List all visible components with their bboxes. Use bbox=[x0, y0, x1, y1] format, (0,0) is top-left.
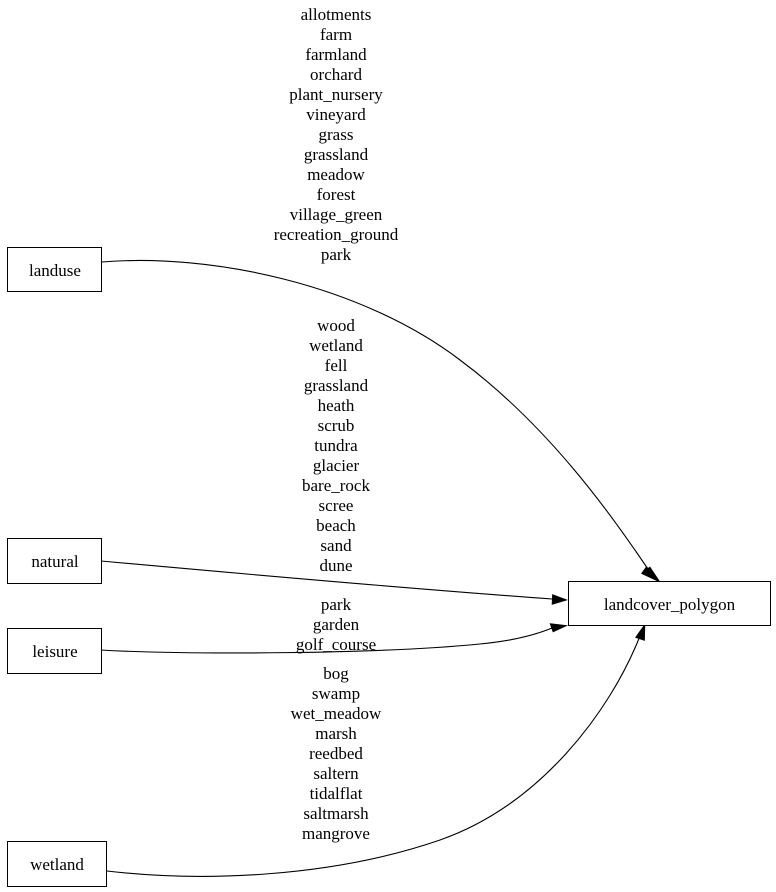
edge-label-value: saltmarsh bbox=[303, 804, 369, 823]
edge-label-value: farm bbox=[320, 25, 352, 44]
edge-natural-to-landcover-polygon bbox=[100, 560, 568, 605]
edge-label-value: village_green bbox=[290, 205, 383, 224]
edge-label-value: park bbox=[321, 595, 352, 614]
node-wetland-box[interactable] bbox=[7, 841, 107, 887]
edge-leisure-to-landcover-polygon bbox=[99, 623, 569, 654]
edge-label-group-wetland: bogswampwet_meadowmarshreedbedsalterntid… bbox=[291, 664, 382, 843]
node-natural[interactable]: natural bbox=[7, 538, 102, 584]
node-landcover-polygon[interactable]: landcover_polygon bbox=[568, 581, 771, 626]
edge-label-value: heath bbox=[318, 396, 355, 415]
arrowhead-wetland bbox=[635, 623, 646, 641]
node-landuse-box[interactable] bbox=[7, 247, 102, 292]
edge-label-value: grassland bbox=[304, 376, 369, 395]
edge-label-value: marsh bbox=[315, 724, 357, 743]
edge-wetland-to-landcover-polygon bbox=[106, 623, 646, 877]
edge-label-value: bog bbox=[323, 664, 349, 683]
node-wetland[interactable]: wetland bbox=[7, 841, 107, 887]
edge-label-value: scrub bbox=[318, 416, 355, 435]
node-landuse-label: landuse bbox=[29, 261, 81, 280]
edge-label-value: farmland bbox=[305, 45, 367, 64]
edge-path-natural bbox=[100, 560, 553, 600]
edge-label-value: mangrove bbox=[302, 824, 370, 843]
arrowhead-landuse-fill bbox=[641, 566, 659, 582]
edge-label-value: wood bbox=[317, 316, 355, 335]
edge-label-value: wetland bbox=[309, 336, 363, 355]
edge-label-value: plant_nursery bbox=[289, 85, 383, 104]
edge-landuse-to-landcover-polygon bbox=[101, 259, 661, 583]
edge-label-value: allotments bbox=[301, 5, 372, 24]
edge-label-value: bare_rock bbox=[302, 476, 370, 495]
edge-path-landuse bbox=[101, 259, 651, 573]
edge-label-value: tidalflat bbox=[310, 784, 363, 803]
arrowhead-leisure bbox=[549, 623, 569, 633]
edge-label-value: garden bbox=[313, 615, 360, 634]
edge-label-value: beach bbox=[316, 516, 356, 535]
arrowhead-natural bbox=[551, 594, 568, 605]
edge-label-value: swamp bbox=[312, 684, 360, 703]
node-wetland-label: wetland bbox=[30, 855, 84, 874]
node-landcover-polygon-label: landcover_polygon bbox=[604, 595, 736, 614]
node-landuse[interactable]: landuse bbox=[7, 247, 102, 292]
edge-label-value: sand bbox=[320, 536, 352, 555]
edge-label-value: grassland bbox=[304, 145, 369, 164]
edge-label-value: fell bbox=[325, 356, 348, 375]
edge-label-value: dune bbox=[319, 556, 352, 575]
edge-label-value: tundra bbox=[314, 436, 358, 455]
edge-path-leisure bbox=[99, 627, 553, 654]
node-natural-label: natural bbox=[31, 552, 78, 571]
node-landcover-polygon-box[interactable] bbox=[568, 581, 771, 626]
node-leisure[interactable]: leisure bbox=[7, 628, 102, 674]
edge-label-value: park bbox=[321, 245, 352, 264]
edge-label-value: wet_meadow bbox=[291, 704, 382, 723]
edge-label-value: forest bbox=[317, 185, 356, 204]
node-natural-box[interactable] bbox=[7, 538, 102, 584]
node-leisure-label: leisure bbox=[32, 642, 77, 661]
edge-path-wetland bbox=[106, 635, 641, 877]
node-leisure-box[interactable] bbox=[7, 628, 102, 674]
edge-label-value: orchard bbox=[310, 65, 362, 84]
edge-label-value: glacier bbox=[313, 456, 360, 475]
edge-label-value: golf_course bbox=[296, 635, 376, 654]
edge-label-value: grass bbox=[319, 125, 354, 144]
edge-label-value: saltern bbox=[313, 764, 359, 783]
edge-label-value: scree bbox=[319, 496, 354, 515]
edge-label-layer: allotmentsfarmfarmlandorchardplant_nurse… bbox=[274, 5, 399, 843]
edge-label-value: reedbed bbox=[309, 744, 363, 763]
edge-label-value: recreation_ground bbox=[274, 225, 399, 244]
edge-label-group-natural: woodwetlandfellgrasslandheathscrubtundra… bbox=[302, 316, 370, 575]
edge-label-group-landuse: allotmentsfarmfarmlandorchardplant_nurse… bbox=[274, 5, 399, 264]
edge-label-value: meadow bbox=[307, 165, 365, 184]
edge-label-value: vineyard bbox=[306, 105, 366, 124]
